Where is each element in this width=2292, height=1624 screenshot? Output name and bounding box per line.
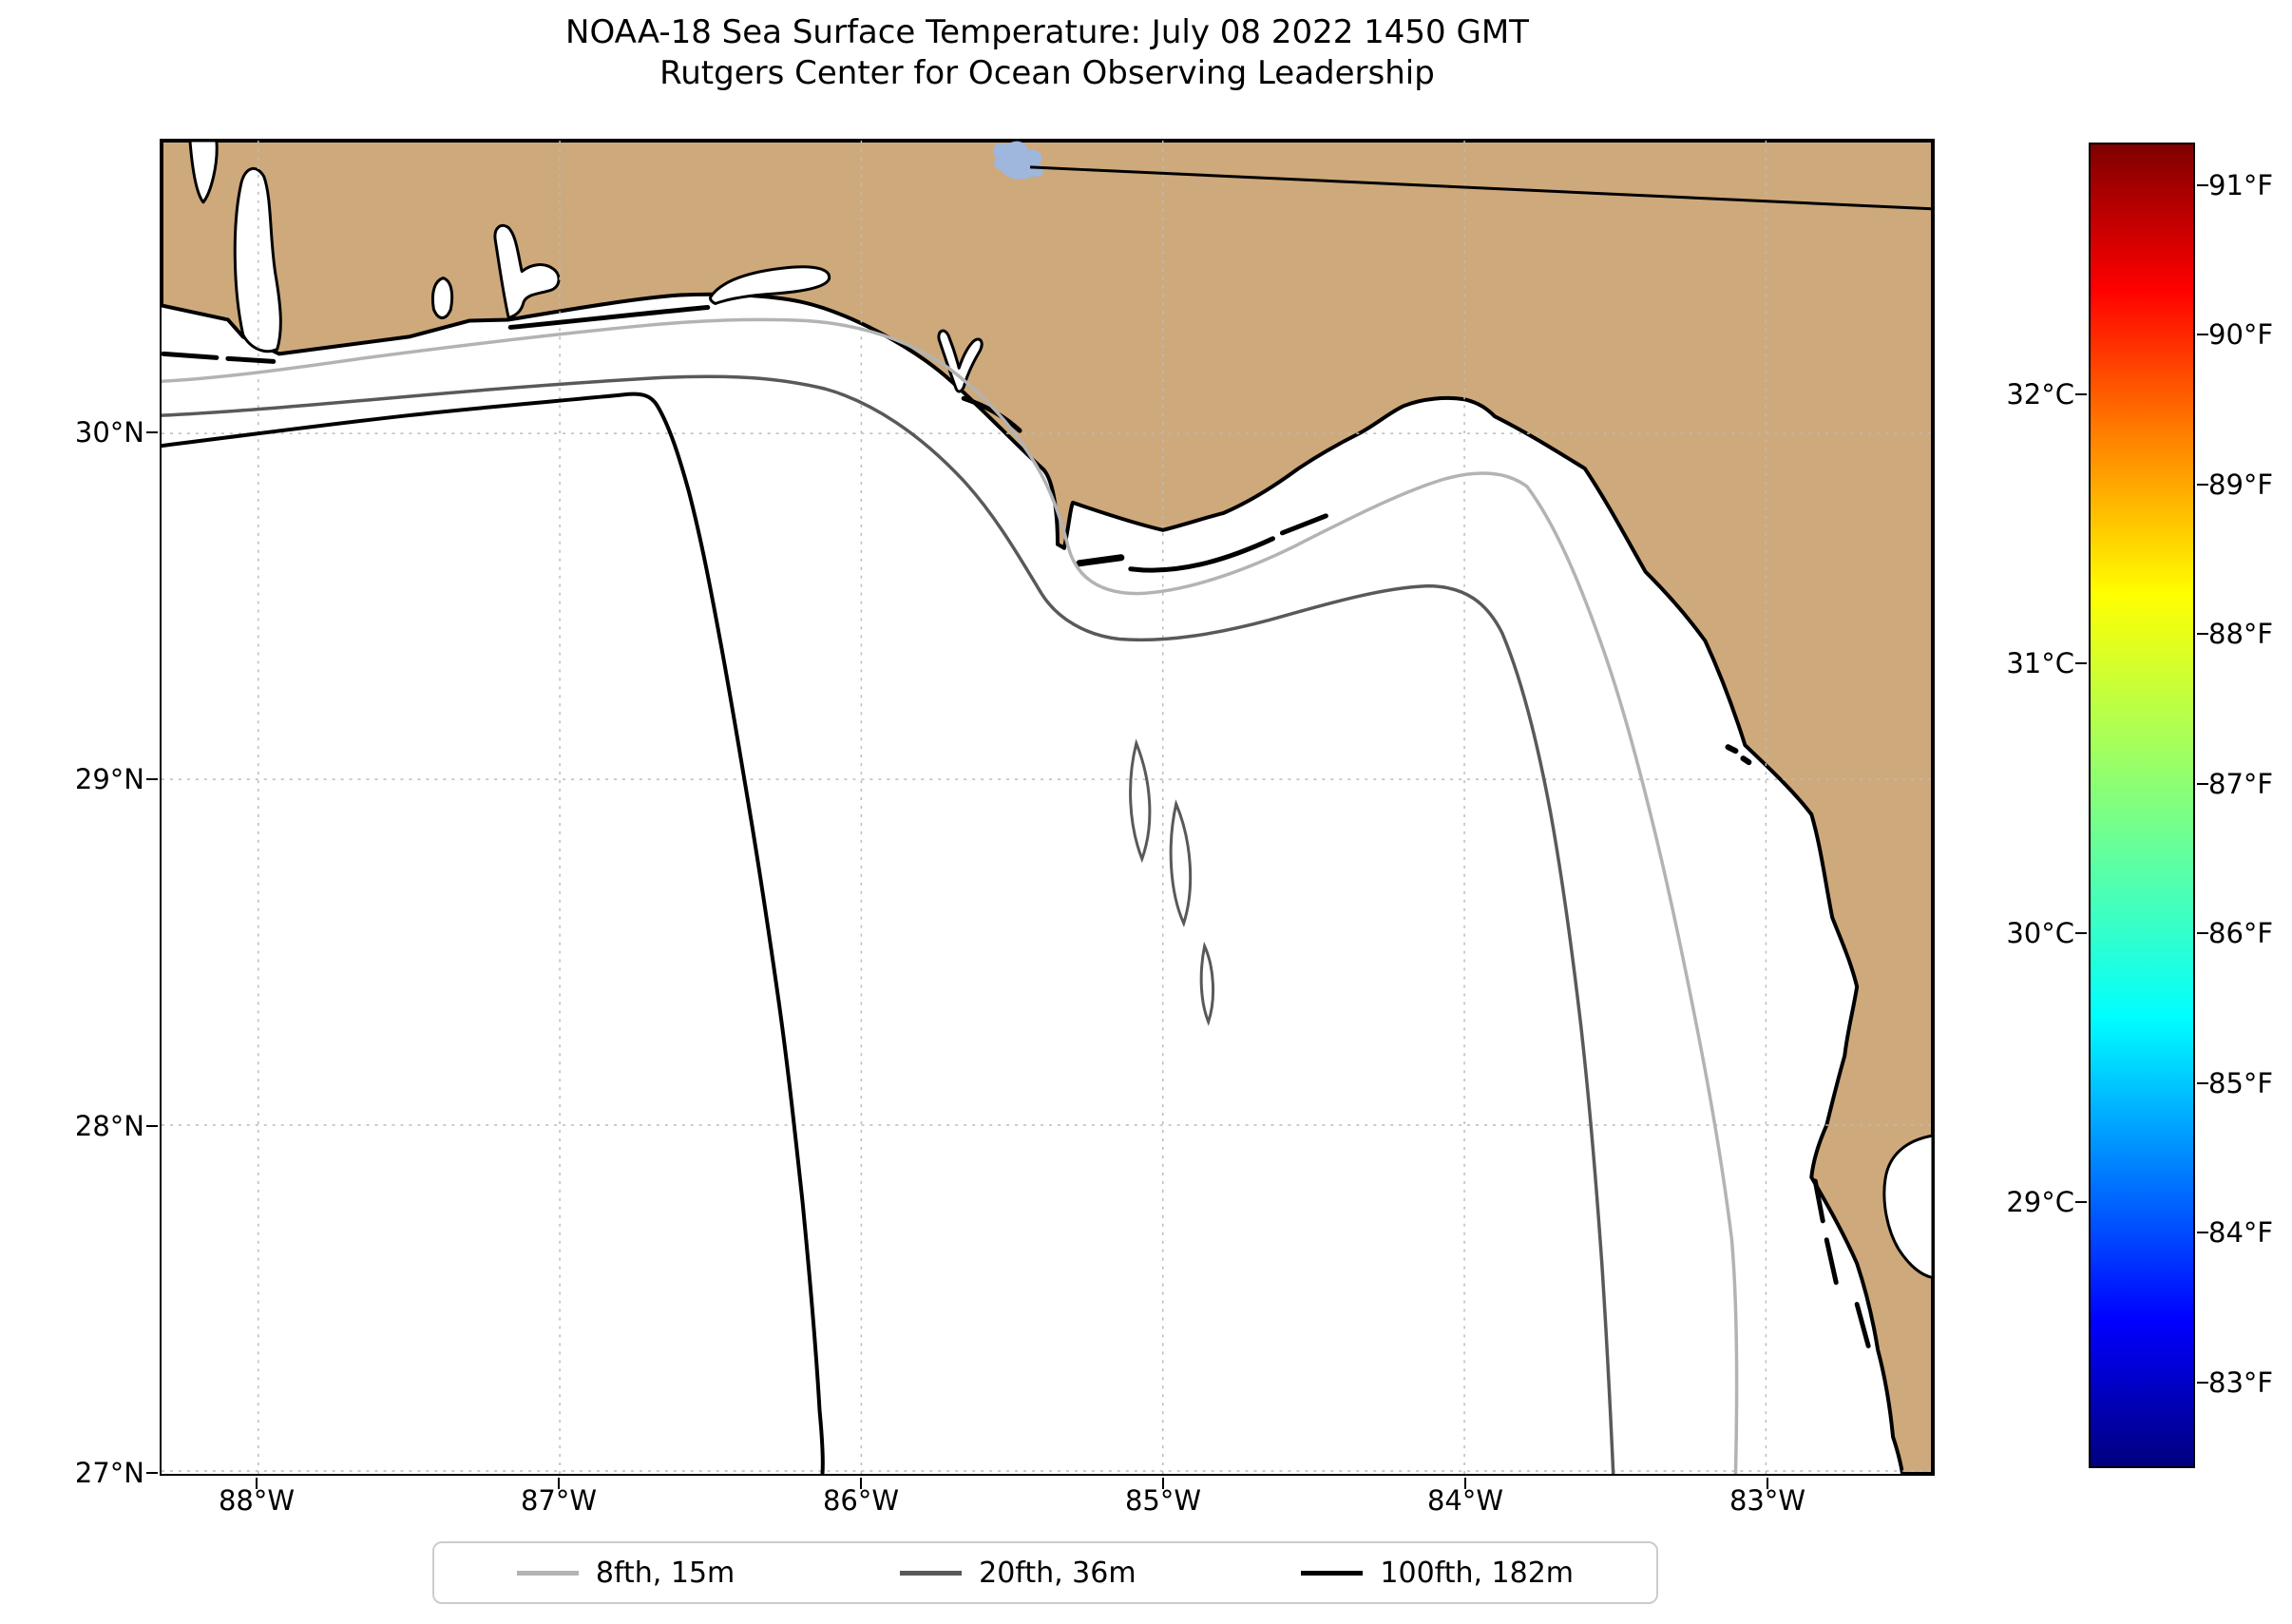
x-tick-label: 86°W [822,1484,900,1517]
cbar-c-label: 30°C [2006,917,2074,949]
st-andrew-bay [937,329,984,393]
map-plot-area [160,139,1935,1476]
y-tick-mark [146,778,158,780]
tampa-bay [1882,1134,1933,1280]
cbar-f-label: 90°F [2208,318,2274,351]
contour-8fth-15m [162,317,1739,1474]
cedar-keys [1725,744,1752,766]
cbar-c-tick [2075,662,2087,664]
cbar-f-label: 88°F [2208,618,2274,650]
cbar-c-label: 32°C [2006,378,2074,411]
legend-label-100fth: 100fth, 182m [1380,1556,1575,1590]
cbar-f-label: 85°F [2208,1067,2274,1099]
contour-100fth-182m [162,392,825,1474]
cbar-f-label: 86°F [2208,917,2274,949]
cbar-f-tick [2197,484,2208,486]
grid-path [162,141,1933,1474]
pinellas-barrier-islands [1812,1178,1871,1348]
figure-subtitle: Rutgers Center for Ocean Observing Leade… [659,54,1435,92]
cbar-f-label: 89°F [2208,468,2274,501]
x-tick-mark [558,1478,560,1489]
choctawhatchee-bay [709,265,831,306]
cbar-c-tick [2075,932,2087,934]
cbar-f-tick [2197,184,2208,186]
x-tick-mark [860,1478,862,1489]
x-tick-mark [256,1478,258,1489]
legend-item-100fth: 100fth, 182m [1301,1557,1574,1590]
legend-line-100fth [1301,1570,1364,1576]
x-tick-label: 85°W [1124,1484,1202,1517]
bays-layer [188,141,1933,1280]
x-tick-label: 83°W [1729,1484,1806,1517]
cbar-f-tick [2197,633,2208,635]
legend-label-8fth: 8fth, 15m [595,1556,735,1590]
x-tick-mark [1162,1478,1164,1489]
x-tick-mark [1767,1478,1768,1489]
santa-rosa-island [507,305,711,330]
x-tick-mark [1464,1478,1466,1489]
pascagoula-inlet [188,141,219,204]
cbar-f-label: 91°F [2208,169,2274,201]
cbar-f-tick [2197,932,2208,934]
contours-layer [162,317,1739,1474]
cbar-f-label: 84°F [2208,1216,2274,1249]
land-layer [162,141,1933,1474]
lake [992,141,1044,180]
cbar-f-tick [2197,1232,2208,1233]
y-tick-label: 27°N [74,1457,144,1489]
contour-20fth-loops [1129,738,1215,1026]
st-vincent-island [1076,554,1125,567]
y-tick-label: 29°N [74,763,144,795]
cbar-c-label: 31°C [2006,647,2074,679]
legend-item-20fth: 20fth, 36m [900,1557,1136,1590]
st-george-island [1128,536,1275,573]
map-canvas [162,141,1933,1474]
x-tick-label: 87°W [520,1484,598,1517]
cbar-f-tick [2197,783,2208,785]
shell-island [961,395,1022,433]
pensacola-bay [493,223,561,319]
land-polygon [162,141,1933,1474]
y-tick-mark [146,431,158,433]
cbar-c-tick [2075,393,2087,395]
grid-lines [162,141,1933,1474]
cbar-c-label: 29°C [2006,1186,2074,1218]
cbar-f-tick [2197,1082,2208,1084]
dauphin-island [162,351,277,364]
y-tick-label: 30°N [74,416,144,449]
cbar-f-tick [2197,1382,2208,1384]
cbar-f-tick [2197,334,2208,335]
state-border-line [1029,165,1933,211]
cbar-f-label: 83°F [2208,1366,2274,1399]
perdido-bay [430,277,454,319]
temperature-colorbar [2089,143,2195,1468]
legend-line-20fth [900,1570,963,1576]
legend-label-20fth: 20fth, 36m [979,1556,1136,1590]
y-tick-mark [146,1472,158,1474]
cbar-f-label: 87°F [2208,768,2274,800]
legend-line-8fth [516,1570,579,1576]
contour-20fth-36m [162,374,1615,1474]
contour-legend: 8fth, 15m 20fth, 36m 100fth, 182m [432,1541,1658,1604]
cbar-c-tick [2075,1201,2087,1203]
mobile-bay [233,167,282,353]
figure-title: NOAA-18 Sea Surface Temperature: July 08… [565,13,1529,51]
legend-item-8fth: 8fth, 15m [516,1556,735,1590]
x-tick-label: 88°W [218,1484,296,1517]
y-tick-mark [146,1125,158,1127]
x-tick-label: 84°W [1426,1484,1504,1517]
y-tick-label: 28°N [74,1110,144,1142]
barrier-islands [162,305,1871,1348]
dog-island [1279,513,1328,536]
